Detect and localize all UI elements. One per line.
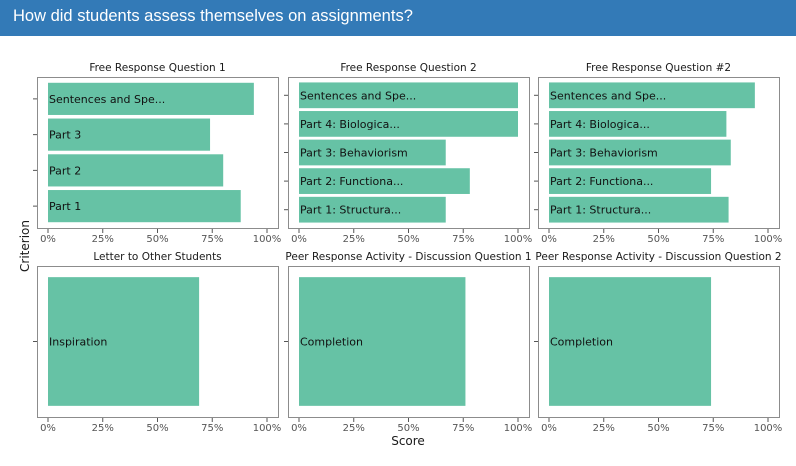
panel-frame (37, 77, 279, 229)
panel-title: Letter to Other Students (93, 251, 221, 263)
x-tick-label: 75% (201, 234, 223, 245)
panel-frame (538, 77, 780, 229)
x-tick-label: 50% (647, 423, 669, 434)
bar-label: Part 1: Structura... (300, 204, 401, 217)
bar (299, 111, 518, 137)
panel-title: Free Response Question #2 (586, 62, 731, 74)
bar-label: Sentences and Spe... (49, 93, 165, 106)
facet-panel-2: Free Response Question 2 Sentences and Sp… (284, 62, 532, 245)
bar (549, 277, 712, 406)
x-tick-label: 25% (92, 423, 114, 434)
bar (48, 277, 200, 406)
facet-panel-1: Free Response Question 1 Sentences and Sp… (33, 62, 281, 245)
x-tick-label: 25% (92, 234, 114, 245)
bar (48, 118, 211, 151)
x-tick-label: 0% (40, 423, 56, 434)
x-tick-label: 75% (201, 423, 223, 434)
x-tick-label: 25% (343, 423, 365, 434)
bar (549, 139, 731, 166)
x-tick-label: 0% (291, 423, 307, 434)
bar-label: Part 4: Biologica... (300, 118, 400, 131)
x-tick-label: 50% (647, 234, 669, 245)
bar (48, 190, 241, 223)
facet-panel-6: Peer Response Activity - Discussion Ques… (534, 251, 782, 434)
x-tick-label: 75% (702, 234, 724, 245)
bar (299, 196, 446, 223)
x-tick-label: 75% (702, 423, 724, 434)
x-tick-label: 0% (541, 234, 557, 245)
bar (549, 82, 755, 109)
bar (549, 168, 712, 194)
x-tick-label: 100% (504, 234, 533, 245)
x-tick-label: 100% (754, 234, 783, 245)
bar-label: Completion (550, 336, 613, 349)
x-tick-label: 100% (253, 423, 282, 434)
x-tick-label: 75% (452, 234, 474, 245)
bar (299, 139, 446, 166)
x-tick-label: 25% (593, 234, 615, 245)
panel-frame (288, 77, 530, 229)
bar-label: Completion (300, 336, 363, 349)
bar-label: Part 2: Functiona... (300, 175, 403, 188)
header-banner: How did students assess themselves on as… (0, 0, 796, 36)
bar-label: Sentences and Spe... (300, 89, 416, 102)
x-axis-label: Score (391, 434, 425, 448)
x-tick-label: 50% (146, 423, 168, 434)
bar (549, 196, 729, 223)
x-tick-label: 25% (593, 423, 615, 434)
page-title: How did students assess themselves on as… (13, 7, 413, 25)
x-tick-label: 100% (253, 234, 282, 245)
panel-frame (538, 266, 780, 418)
x-tick-label: 75% (452, 423, 474, 434)
x-tick-label: 0% (541, 423, 557, 434)
panel-title: Peer Response Activity - Discussion Ques… (535, 251, 781, 263)
bar-label: Part 1: Structura... (550, 204, 651, 217)
x-tick-label: 0% (40, 234, 56, 245)
facet-panel-5: Peer Response Activity - Discussion Ques… (284, 251, 532, 434)
bar (549, 111, 727, 137)
bar-label: Part 1 (49, 200, 81, 213)
x-tick-label: 50% (146, 234, 168, 245)
panel-frame (288, 266, 530, 418)
bar (299, 277, 466, 406)
bar (299, 168, 470, 194)
bar (299, 82, 518, 109)
facet-panel-4: Letter to Other Students Inspiration 0% 25%… (33, 251, 281, 434)
panel-frame (37, 266, 279, 418)
bar-label: Sentences and Spe... (550, 89, 666, 102)
x-tick-label: 25% (343, 234, 365, 245)
panel-title: Free Response Question 2 (340, 62, 476, 74)
panel-title: Free Response Question 1 (89, 62, 225, 74)
bar-label: Part 2 (49, 164, 81, 177)
bar-label: Part 4: Biologica... (550, 118, 650, 131)
y-axis-label: Criterion (18, 220, 32, 272)
bar-label: Part 3: Behaviorism (550, 147, 658, 160)
bar-label: Inspiration (49, 336, 107, 349)
bar (48, 154, 224, 187)
panel-title: Peer Response Activity - Discussion Ques… (285, 251, 531, 263)
facet-panel-3: Free Response Question #2 Sentences and S… (534, 62, 782, 245)
x-tick-label: 0% (291, 234, 307, 245)
bar (48, 82, 254, 115)
x-tick-label: 100% (754, 423, 783, 434)
bar-label: Part 2: Functiona... (550, 175, 653, 188)
x-tick-label: 100% (504, 423, 533, 434)
bar-label: Part 3 (49, 129, 81, 142)
x-tick-label: 50% (397, 423, 419, 434)
bar-label: Part 3: Behaviorism (300, 147, 408, 160)
x-tick-label: 50% (397, 234, 419, 245)
